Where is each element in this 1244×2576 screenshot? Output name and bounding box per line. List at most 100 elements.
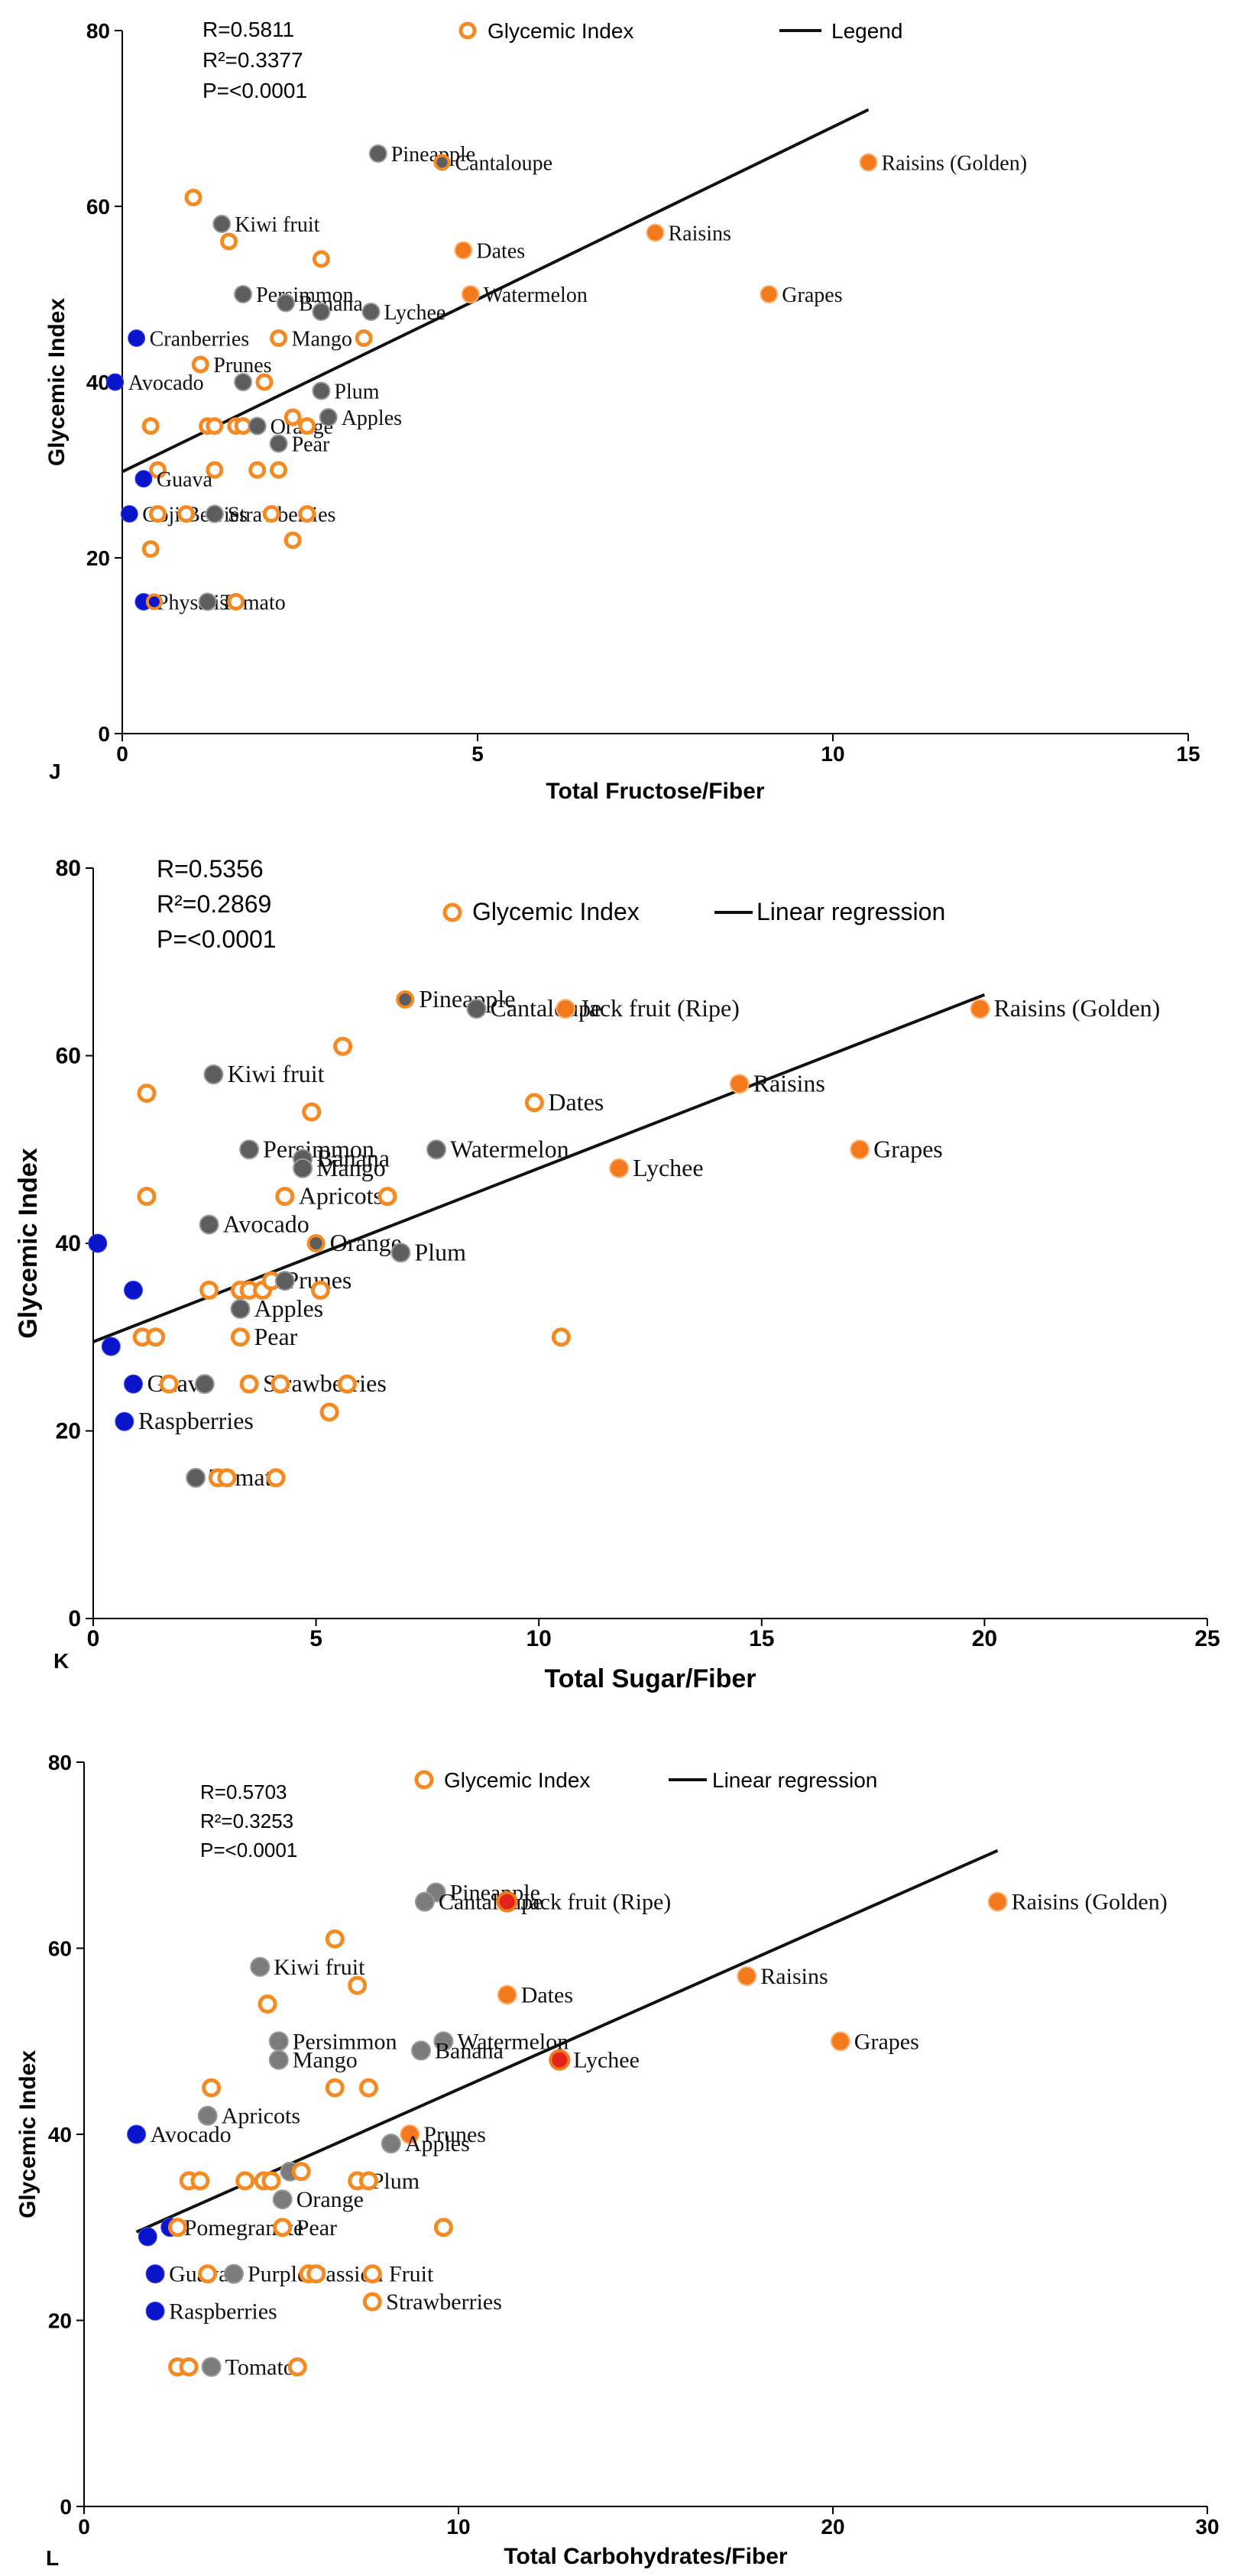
scatter-point [859,153,878,172]
x-tick-label: 10 [821,742,844,766]
point-label: Pineapple [391,143,475,167]
scatter-point [248,461,267,479]
scatter-point [201,2357,222,2377]
scatter-point [377,1187,397,1207]
scatter-point [310,1280,330,1300]
scatter-point [198,592,217,611]
scatter-point [275,1187,295,1207]
scatter-point [141,540,160,558]
scatter-point [194,1374,215,1395]
scatter-point [128,329,146,347]
scatter-point [276,293,295,313]
point-label: Persimmon [256,284,354,307]
point-label: Mango [292,328,352,352]
point-label: Purple Passion Fruit [248,2262,434,2287]
x-axis-title: Total Fructose/Fiber [546,779,764,804]
scatter-point [258,1994,277,2014]
scatter-point [729,1074,750,1094]
scatter-point [524,1093,544,1113]
scatter-point [283,531,302,549]
point-label: Avocado [151,2122,232,2147]
scatter-point [270,329,288,347]
x-tick-label: 20 [821,2515,844,2539]
point-label: Apples [342,407,402,430]
scatter-point [283,408,302,426]
scatter-point [134,470,153,488]
scatter-point [137,1187,157,1207]
scatter-point [205,504,224,523]
scatter-point [319,408,338,426]
scatter-point [355,329,373,347]
point-label: Dates [476,240,525,264]
scatter-point [358,2171,378,2191]
point-label: Raisins [669,222,731,246]
scatter-point [159,1374,179,1394]
scatter-point [361,303,381,321]
x-tick-label: 10 [526,1626,552,1651]
point-label: Watermelon [457,2029,569,2054]
scatter-point [433,2031,454,2052]
scatter-point [396,990,415,1009]
scatter-point [270,461,288,479]
scatter-point [414,1891,435,1912]
scatter-point [337,1374,357,1394]
point-label: Cantaloupe [491,994,602,1022]
scatter-point [248,416,267,436]
scatter-point [123,1280,143,1300]
scatter-point [224,2263,244,2284]
scatter-point [497,1985,517,2005]
stats-line: P=<0.0001 [200,1839,297,1862]
scatter-point [255,373,274,391]
x-tick-label: 5 [309,1626,322,1651]
point-label: Apricots [299,1182,383,1210]
scatter-point [138,2227,157,2247]
stats-line: R²=0.3253 [200,1810,293,1832]
legend-line-label: Linear regression [712,1768,877,1792]
scatter-point [266,1468,286,1488]
point-label: Lychee [633,1154,703,1181]
legend-marker [458,21,477,40]
scatter-point [145,2301,165,2321]
y-tick-label: 0 [60,2495,72,2519]
scatter-point [268,2049,289,2070]
scatter-point [609,1158,630,1178]
scatter-point [987,1891,1008,1912]
point-label: Guava [157,468,213,492]
point-label: Plum [371,2169,420,2194]
scatter-point [115,1411,134,1431]
point-label: Pineapple [450,1880,540,1905]
point-label: Physalis [157,591,228,615]
x-axis-title: Total Carbohydrates/Fiber [504,2544,788,2569]
point-label: Grapes [782,284,842,307]
point-label: Apples [254,1294,323,1322]
y-tick-label: 20 [48,2309,72,2333]
scatter-point [199,1280,219,1300]
regression-line [135,1849,999,2234]
scatter-point [737,1966,757,1987]
scatter-point [411,2040,431,2061]
scatter-point [190,2171,210,2191]
scatter-point [145,593,163,611]
scatter-point [106,373,125,391]
point-label: Lychee [573,2048,640,2073]
scatter-point [120,505,138,523]
point-label: Plum [414,1238,466,1265]
scatter-point [302,1102,322,1122]
scatter-point [368,144,387,163]
point-label: Kiwi fruit [274,1955,365,1980]
y-axis-title: Glycemic Index [14,1148,43,1339]
point-label: Cantaloupe [439,1890,543,1915]
scatter-point [454,241,473,260]
point-label: Avocado [128,371,204,395]
scatter-point [496,1891,518,1913]
point-label: Lychee [384,301,446,325]
point-label: Mango [316,1154,386,1181]
point-label: Grapes [873,1135,943,1162]
y-tick-label: 60 [48,1937,72,1961]
stats-line: R²=0.3377 [202,48,303,72]
y-tick-label: 80 [48,1751,72,1774]
scatter-point [850,1139,870,1160]
point-label: Orange [296,2187,364,2212]
point-label: Raspberries [169,2299,277,2324]
x-tick-label: 20 [972,1626,997,1651]
